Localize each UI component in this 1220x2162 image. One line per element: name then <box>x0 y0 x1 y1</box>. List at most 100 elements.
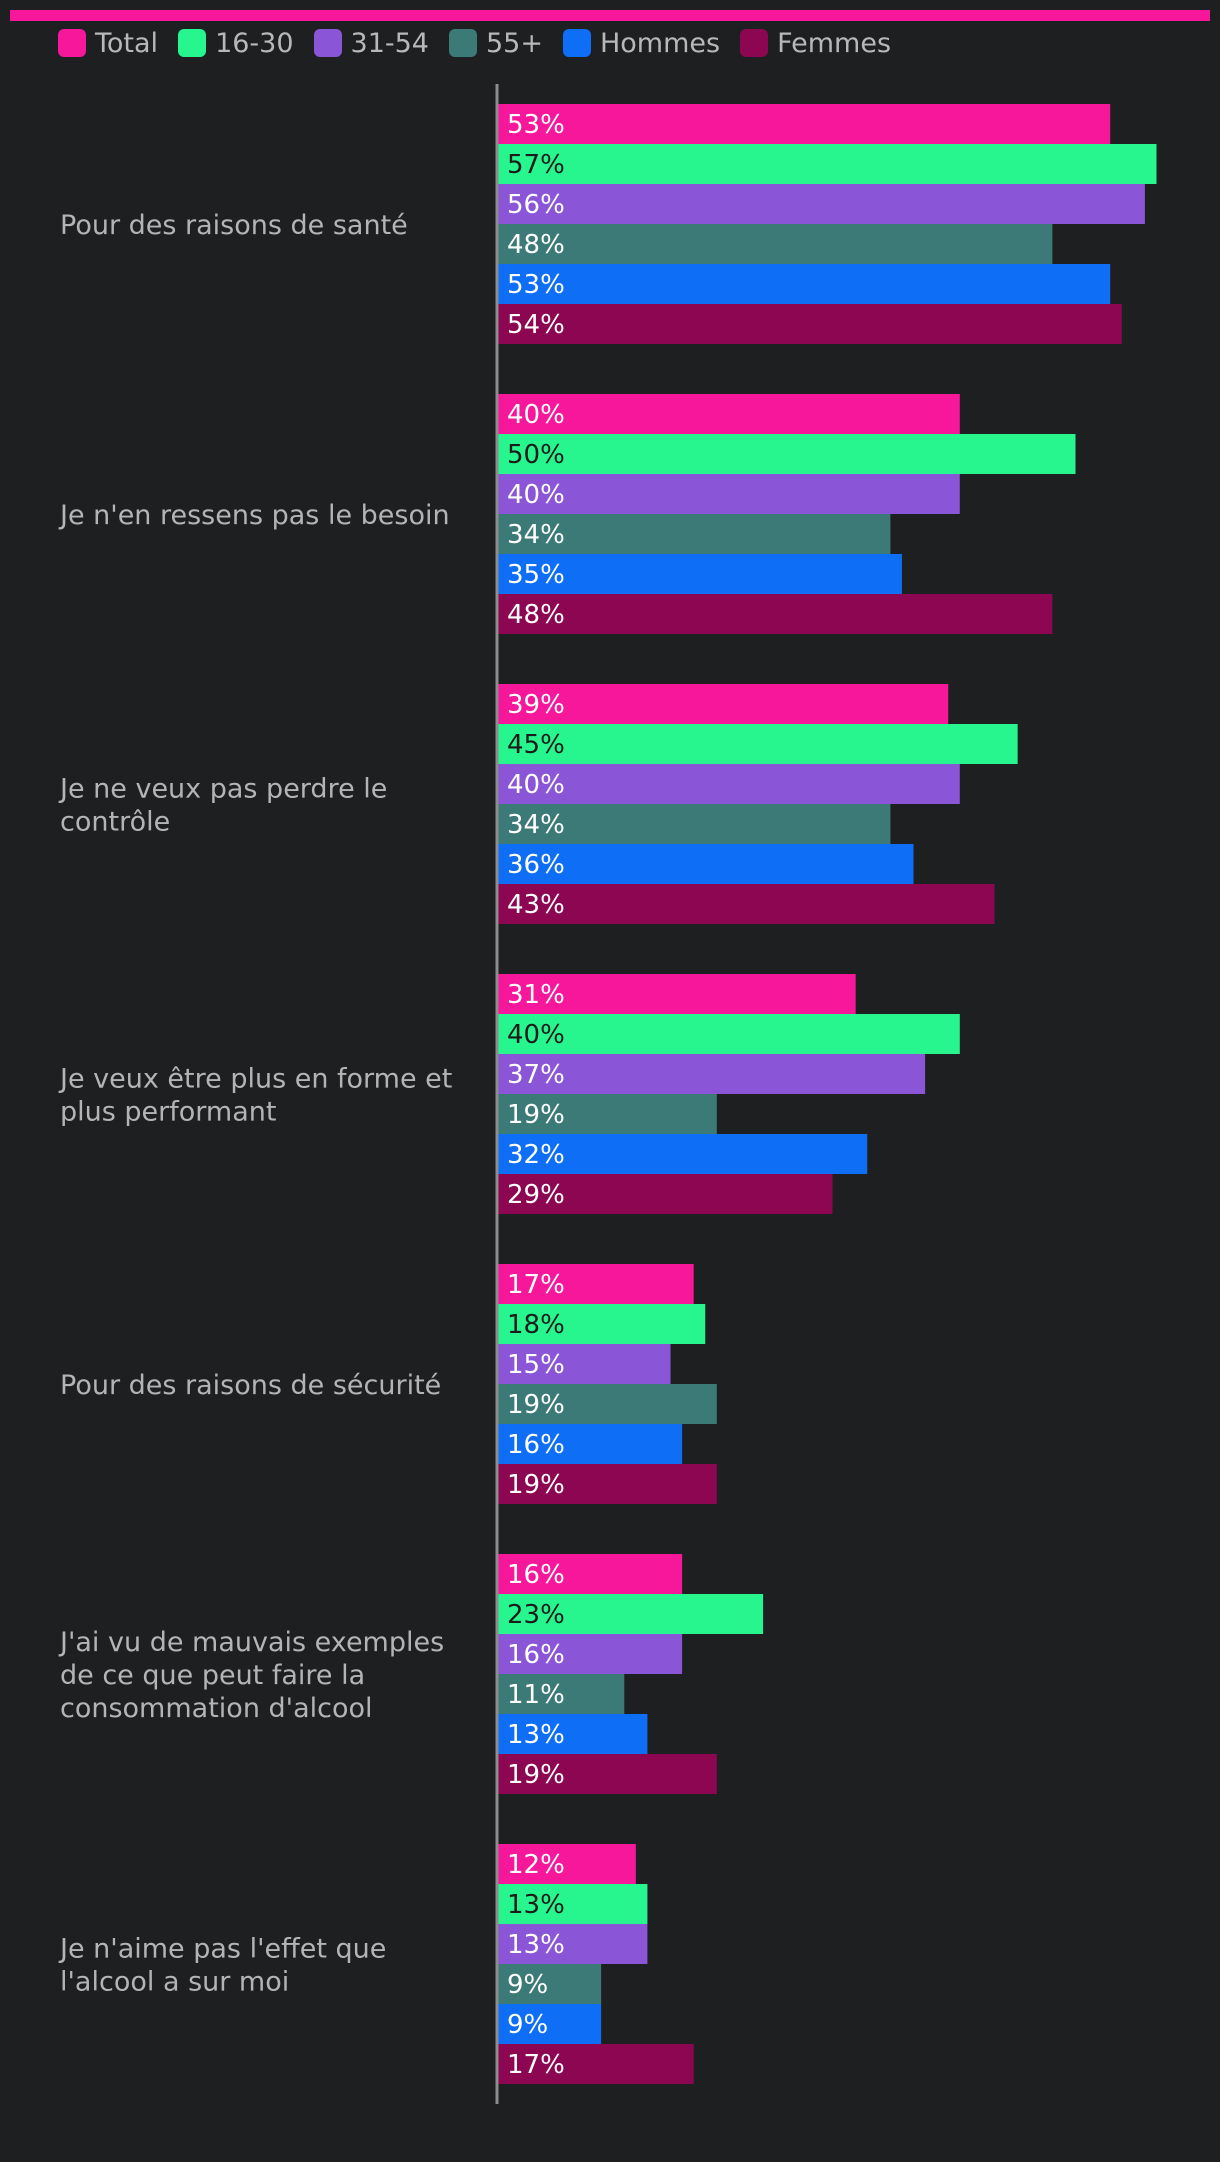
bar-femmes-5 <box>497 1464 717 1504</box>
bar-total-3 <box>497 684 949 724</box>
bar-femmes-4 <box>497 1174 833 1214</box>
bar-55-6 <box>497 1674 625 1714</box>
bar-total-5 <box>497 1264 694 1304</box>
legend-swatch-55-plus <box>449 29 477 57</box>
data-label-hommes-6: 13% <box>507 1720 565 1750</box>
category-label-3: Je ne veux pas perdre le contrôle <box>58 774 387 838</box>
bar-femmes-2 <box>497 594 1053 634</box>
bar-hommes-5 <box>497 1424 683 1464</box>
data-label-31-54-6: 16% <box>507 1640 565 1670</box>
bar-31-54-7 <box>497 1924 648 1964</box>
data-label-femmes-5: 19% <box>507 1470 565 1500</box>
data-label-total-5: 17% <box>507 1270 565 1300</box>
legend-label-31-54: 31-54 <box>350 27 429 59</box>
bar-16-30-6 <box>497 1594 764 1634</box>
bar-31-54-5 <box>497 1344 671 1384</box>
legend-swatch-hommes <box>562 29 591 57</box>
legend-label-16-30: 16-30 <box>215 27 294 59</box>
bar-16-30-1 <box>497 144 1157 184</box>
legend-label-femmes: Femmes <box>777 27 892 59</box>
data-label-16-30-7: 13% <box>507 1890 565 1920</box>
legend-label-hommes: Hommes <box>599 27 721 59</box>
data-label-31-54-2: 40% <box>507 480 565 510</box>
bar-31-54-3 <box>497 764 960 804</box>
data-label-hommes-2: 35% <box>507 560 565 590</box>
data-label-16-30-2: 50% <box>507 440 565 470</box>
bar-16-30-2 <box>497 434 1076 474</box>
data-label-total-6: 16% <box>507 1560 565 1590</box>
data-label-femmes-2: 48% <box>507 600 565 630</box>
data-label-16-30-6: 23% <box>507 1600 565 1630</box>
bar-55-3 <box>497 804 891 844</box>
bar-femmes-7 <box>497 2044 694 2084</box>
data-label-55-7: 9% <box>507 1970 548 2000</box>
bar-hommes-4 <box>497 1134 868 1174</box>
data-label-31-54-3: 40% <box>507 770 565 800</box>
bar-femmes-6 <box>497 1754 717 1794</box>
data-label-31-54-5: 15% <box>507 1350 565 1380</box>
data-label-hommes-4: 32% <box>507 1140 565 1170</box>
top-accent-bar <box>10 10 1210 21</box>
bar-55-5 <box>497 1384 717 1424</box>
bar-total-6 <box>497 1554 683 1594</box>
data-label-16-30-1: 57% <box>507 150 565 180</box>
data-label-femmes-1: 54% <box>507 310 565 340</box>
legend-label-total: Total <box>95 27 159 59</box>
bar-16-30-3 <box>497 724 1018 764</box>
data-label-31-54-1: 56% <box>507 190 565 220</box>
category-label-2: Je n'en ressens pas le besoin <box>58 500 450 531</box>
category-label-4: Je veux être plus en forme et plus perfor… <box>58 1064 452 1128</box>
legend-item-16-30: 16-30 <box>178 27 294 59</box>
bar-total-2 <box>497 394 960 434</box>
data-label-16-30-3: 45% <box>507 730 565 760</box>
legend-swatch-31-54 <box>313 29 342 57</box>
data-label-total-7: 12% <box>507 1850 565 1880</box>
legend-swatch-16-30 <box>178 29 207 57</box>
data-label-total-4: 31% <box>507 980 565 1010</box>
data-label-55-5: 19% <box>507 1390 565 1420</box>
bar-16-30-4 <box>497 1014 960 1054</box>
category-label-6: J'ai vu de mauvais exemples de ce que peu… <box>58 1627 444 1724</box>
legend-swatch-femmes <box>740 29 769 57</box>
legend-swatch-total <box>58 29 86 57</box>
bar-55-1 <box>497 224 1053 264</box>
legend-item-femmes: Femmes <box>740 28 891 59</box>
bar-femmes-3 <box>497 884 995 924</box>
data-label-femmes-4: 29% <box>507 1180 565 1210</box>
bar-31-54-6 <box>497 1634 683 1674</box>
bar-16-30-7 <box>497 1884 648 1924</box>
data-label-55-2: 34% <box>507 520 565 550</box>
data-label-55-6: 11% <box>507 1680 565 1710</box>
data-label-hommes-3: 36% <box>507 850 565 880</box>
category-label-5: Pour des raisons de sécurité <box>60 1370 441 1401</box>
bar-55-4 <box>497 1094 717 1134</box>
bar-16-30-5 <box>497 1304 706 1344</box>
category-label-7: Je n'aime pas l'effet que l'alcool a sur … <box>58 1934 386 1998</box>
bar-hommes-7 <box>497 2004 602 2044</box>
legend-item-55-plus: 55+ <box>449 28 543 59</box>
legend-item-31-54: 31-54 <box>313 27 429 59</box>
category-label-1: Pour des raisons de santé <box>60 210 408 241</box>
legend-item-total: Total <box>58 28 158 59</box>
data-label-31-54-7: 13% <box>507 1930 565 1960</box>
data-label-31-54-4: 37% <box>507 1060 565 1090</box>
data-label-femmes-7: 17% <box>507 2050 565 2080</box>
bar-total-7 <box>497 1844 636 1884</box>
data-label-hommes-7: 9% <box>507 2010 548 2040</box>
bar-55-2 <box>497 514 891 554</box>
data-label-total-1: 53% <box>507 110 565 140</box>
bar-total-1 <box>497 104 1111 144</box>
chart-legend: Total 16-30 31-54 55+ Hommes Femmes <box>58 26 911 60</box>
data-label-femmes-6: 19% <box>507 1760 565 1790</box>
data-label-total-3: 39% <box>507 690 565 720</box>
data-label-55-3: 34% <box>507 810 565 840</box>
bar-hommes-1 <box>497 264 1111 304</box>
bar-55-7 <box>497 1964 602 2004</box>
bar-hommes-6 <box>497 1714 648 1754</box>
bar-hommes-3 <box>497 844 914 884</box>
data-label-16-30-4: 40% <box>507 1020 565 1050</box>
data-label-hommes-5: 16% <box>507 1430 565 1460</box>
bar-femmes-1 <box>497 304 1122 344</box>
data-label-femmes-3: 43% <box>507 890 565 920</box>
data-label-hommes-1: 53% <box>507 270 565 300</box>
